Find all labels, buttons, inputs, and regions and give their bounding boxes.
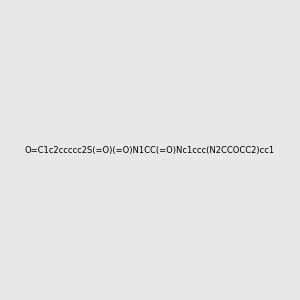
Text: O=C1c2ccccc2S(=O)(=O)N1CC(=O)Nc1ccc(N2CCOCC2)cc1: O=C1c2ccccc2S(=O)(=O)N1CC(=O)Nc1ccc(N2CC… [25, 146, 275, 154]
